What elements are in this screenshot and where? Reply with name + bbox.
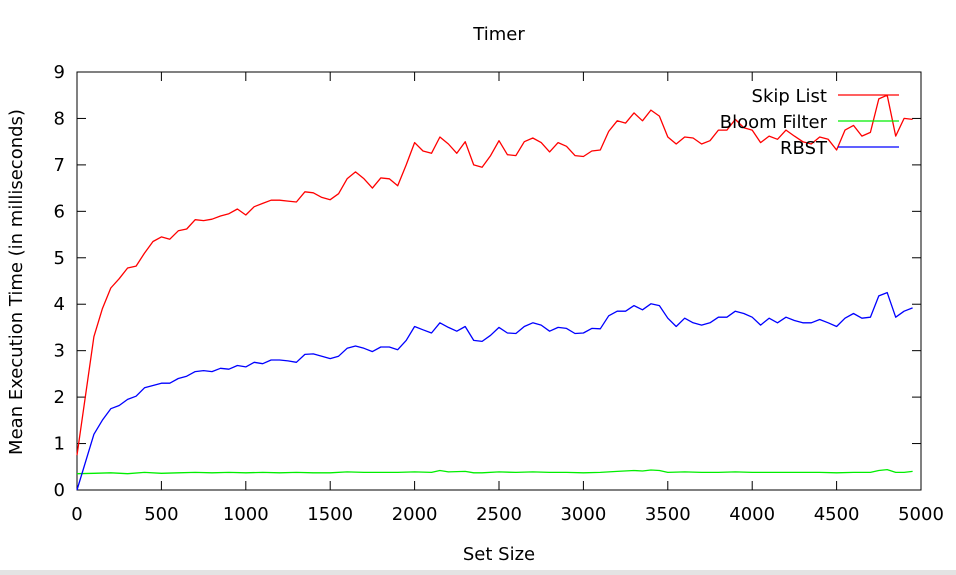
x-tick-label: 3500 — [645, 504, 691, 525]
legend-label: Skip List — [752, 86, 827, 107]
x-tick-label: 500 — [144, 504, 178, 525]
y-tick-label: 2 — [54, 387, 65, 408]
legend-label: RBST — [780, 138, 828, 159]
y-axis-label: Mean Execution Time (in milliseconds) — [6, 109, 27, 455]
legend: Skip List Bloom Filter RBST — [720, 86, 899, 159]
chart-title: Timer — [472, 24, 525, 45]
series-lines — [76, 94, 913, 491]
x-tick-label: 4500 — [814, 504, 860, 525]
bottom-edge-strip — [0, 570, 956, 575]
series-line-1 — [76, 468, 913, 475]
y-tick-label: 0 — [54, 480, 65, 501]
y-tick-label: 7 — [54, 155, 65, 176]
x-tick-label: 2500 — [476, 504, 522, 525]
y-tick-label: 1 — [54, 434, 65, 455]
axis-ticks: 0 500 1000 1500 2000 2500 3000 3500 4000 4500 5000… — [54, 62, 944, 525]
plot-area-border — [76, 71, 922, 491]
x-tick-label: 4000 — [729, 504, 775, 525]
x-tick-label: 3000 — [560, 504, 606, 525]
y-tick-label: 3 — [54, 341, 65, 362]
x-tick-label: 1000 — [223, 504, 269, 525]
y-tick-label: 9 — [54, 62, 65, 83]
legend-label: Bloom Filter — [720, 112, 828, 133]
series-line-0 — [76, 94, 913, 456]
x-tick-label: 1500 — [307, 504, 353, 525]
y-tick-label: 6 — [54, 201, 65, 222]
y-tick-label: 8 — [54, 108, 65, 129]
y-tick-label: 5 — [54, 248, 65, 269]
x-axis-label: Set Size — [463, 544, 535, 565]
x-tick-label: 0 — [71, 504, 82, 525]
x-tick-label: 5000 — [898, 504, 944, 525]
series-line-2 — [76, 291, 913, 491]
x-tick-label: 2000 — [392, 504, 438, 525]
y-tick-label: 4 — [54, 294, 65, 315]
